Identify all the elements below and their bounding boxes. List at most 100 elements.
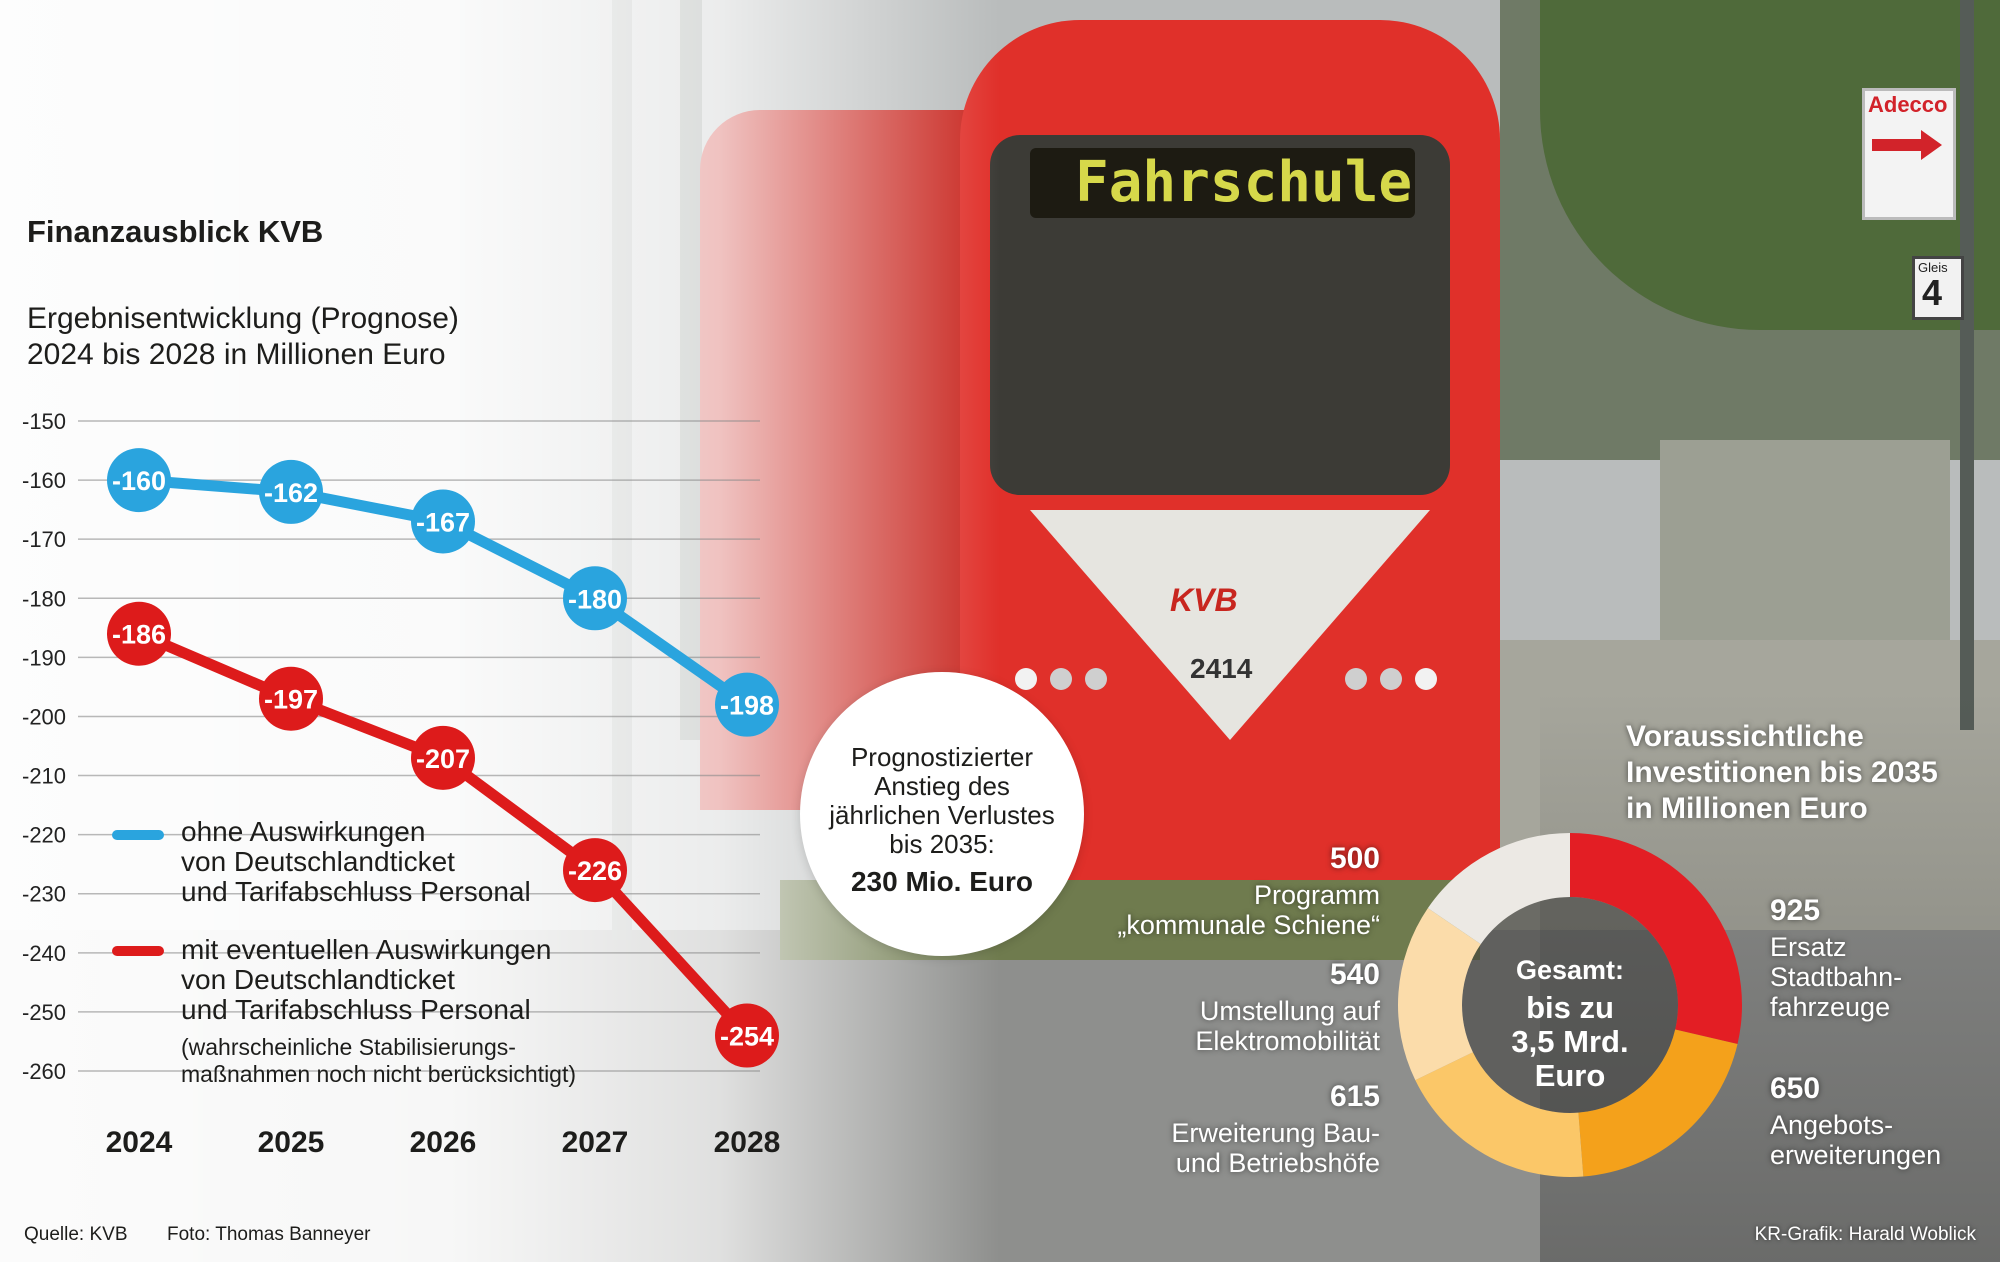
y-tick-label: -170: [22, 527, 66, 552]
photo-wall: [1660, 440, 1950, 650]
tram-light: [1050, 668, 1072, 690]
donut-segment-label: fahrzeuge: [1770, 992, 1891, 1022]
tram-destination-text: Fahrschule: [1075, 150, 1413, 215]
donut-title: Investitionen bis 2035: [1626, 756, 1938, 789]
donut-segment-label: „kommunale Schiene“: [1117, 910, 1380, 940]
tram-light: [1380, 668, 1402, 690]
y-tick-label: -210: [22, 764, 66, 789]
chart-subtitle: Ergebnisentwicklung (Prognose): [27, 302, 459, 335]
donut-center-text: Gesamt:: [1515, 955, 1625, 985]
donut-segment-label: Ersatz: [1770, 932, 1847, 962]
ad-sign-text: Adecco: [1868, 92, 1948, 117]
donut-segment-label: Umstellung auf: [1199, 996, 1380, 1026]
platform-sign-number: 4: [1922, 272, 1943, 313]
donut-segment-value: 615: [1329, 1080, 1380, 1113]
legend-label-blue: und Tarifabschluss Personal: [181, 876, 531, 907]
data-label: -162: [264, 478, 318, 508]
data-point: [259, 666, 323, 731]
x-tick-label: 2028: [714, 1126, 781, 1159]
x-tick-label: 2025: [258, 1126, 325, 1159]
donut-slice: [1415, 1052, 1584, 1177]
y-tick-label: -250: [22, 1000, 66, 1025]
data-label: -180: [568, 584, 622, 614]
donut-slice: [1570, 833, 1742, 1044]
donut-chart: [1398, 833, 1742, 1177]
legend-label-red: und Tarifabschluss Personal: [181, 994, 531, 1025]
data-label: -160: [112, 466, 166, 496]
y-tick-label: -200: [22, 704, 66, 729]
ad-sign: [1862, 88, 1956, 220]
legend-label-red: mit eventuellen Auswirkungen: [181, 934, 552, 965]
tram-number: 2414: [1190, 653, 1253, 684]
y-tick-label: -190: [22, 645, 66, 670]
data-label: -226: [568, 856, 622, 886]
graphic-credit: KR-Grafik: Harald Woblick: [1754, 1224, 1976, 1245]
donut-segment-label: Stadtbahn-: [1770, 962, 1903, 992]
callout-value: 230 Mio. Euro: [850, 866, 1034, 897]
callout-text: bis 2035:: [889, 829, 995, 859]
donut-slice: [1427, 833, 1570, 945]
data-point: [259, 459, 323, 524]
data-point: [107, 448, 171, 513]
photo-pole: [1960, 0, 1974, 730]
data-label: -186: [112, 620, 166, 650]
donut-segment-label: erweiterungen: [1770, 1140, 1942, 1170]
data-point: [563, 566, 627, 631]
data-label: -197: [264, 685, 318, 715]
donut-title: in Millionen Euro: [1626, 792, 1868, 825]
platform-sign: [1912, 256, 1964, 320]
legend-swatch-red: [112, 946, 164, 956]
tram-destination-display: [1030, 148, 1415, 218]
source-credit: Quelle: KVB: [24, 1224, 128, 1245]
callout-text: Prognostizierter: [850, 742, 1034, 772]
data-point: [411, 489, 475, 554]
legend-note: maßnahmen noch nicht berücksichtigt): [181, 1061, 577, 1087]
chart-subtitle: 2024 bis 2028 in Millionen Euro: [27, 338, 446, 371]
donut-segment-value: 540: [1329, 958, 1380, 991]
donut-slice: [1398, 908, 1481, 1081]
legend-label-blue: von Deutschlandticket: [181, 846, 455, 877]
tram-light: [1015, 668, 1037, 690]
donut-segment-label: Angebots-: [1770, 1110, 1894, 1140]
legend-label-blue: ohne Auswirkungen: [181, 816, 426, 847]
x-tick-label: 2024: [106, 1126, 173, 1159]
donut-title: Voraussichtliche: [1626, 720, 1864, 753]
donut-hole: [1462, 897, 1678, 1113]
y-tick-label: -260: [22, 1059, 66, 1084]
y-tick-label: -230: [22, 882, 66, 907]
donut-center-text: 3,5 Mrd.: [1511, 1024, 1629, 1059]
legend-label-red: von Deutschlandticket: [181, 964, 455, 995]
x-tick-label: 2026: [410, 1126, 477, 1159]
donut-slice: [1578, 1029, 1738, 1177]
data-point: [411, 725, 475, 790]
y-tick-label: -180: [22, 586, 66, 611]
x-tick-label: 2027: [562, 1126, 629, 1159]
callout-circle: [800, 672, 1084, 956]
data-point: [107, 601, 171, 666]
donut-segment-label: Programm: [1253, 880, 1380, 910]
data-label: -207: [416, 744, 470, 774]
data-label: -167: [416, 507, 470, 537]
callout-text: jährlichen Verlustes: [829, 800, 1055, 830]
legend-note: (wahrscheinliche Stabilisierungs-: [181, 1034, 516, 1060]
data-label: -198: [720, 691, 774, 721]
donut-segment-value: 500: [1329, 842, 1380, 875]
data-point: [715, 1003, 779, 1068]
legend-swatch-blue: [112, 830, 164, 840]
platform-sign-label: Gleis: [1918, 260, 1948, 275]
y-tick-label: -150: [22, 409, 66, 434]
y-tick-label: -160: [22, 468, 66, 493]
data-point: [563, 838, 627, 903]
data-label: -254: [720, 1022, 774, 1052]
donut-segment-label: und Betriebshöfe: [1175, 1148, 1380, 1178]
donut-segment-label: Erweiterung Bau-: [1171, 1118, 1380, 1148]
callout-text: Anstieg des: [874, 771, 1010, 801]
chart-title: Finanzausblick KVB: [27, 214, 324, 249]
tram-light: [1415, 668, 1437, 690]
y-tick-label: -220: [22, 823, 66, 848]
tram-logo: KVB: [1170, 582, 1238, 618]
donut-segment-value: 650: [1770, 1072, 1821, 1105]
y-tick-label: -240: [22, 941, 66, 966]
